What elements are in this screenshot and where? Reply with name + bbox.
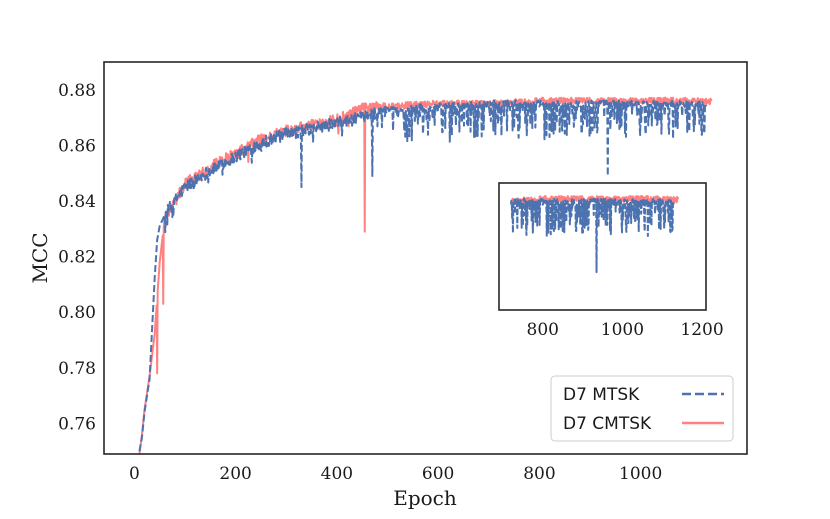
x-tick-label: 400 [321,464,353,484]
y-tick-label: 0.88 [58,81,96,101]
y-tick-label: 0.76 [58,414,96,434]
main-plot-area [138,96,713,454]
series-line-cmtsk [138,96,713,454]
y-tick-label: 0.80 [58,303,96,323]
inset-x-tick-label: 1000 [601,320,644,340]
main-axes-frame [103,61,748,455]
x-tick-label: 600 [422,464,454,484]
x-axis-label: Epoch [393,486,457,510]
inset-x-tick-label: 800 [527,320,559,340]
legend-label-mtsk: D7 MTSK [563,385,640,405]
y-tick-label: 0.82 [58,248,96,268]
x-tick-label: 0 [129,464,140,484]
series-line-mtsk [138,99,708,452]
y-tick-label: 0.84 [58,192,96,212]
y-axis: 0.76 0.78 0.80 0.82 0.84 0.86 0.88 [58,81,96,435]
inset-x-tick-label: 1200 [680,320,723,340]
y-axis-label: MCC [28,232,52,283]
legend-box [550,375,734,442]
inset-x-axis: 800 1000 1200 [527,320,724,340]
legend-label-cmtsk: D7 CMTSK [563,414,652,434]
y-tick-label: 0.78 [58,359,96,379]
inset-series-line-mtsk [509,197,675,274]
x-tick-label: 200 [219,464,251,484]
legend: D7 MTSK D7 CMTSK [550,375,734,442]
x-axis: 0 200 400 600 800 1000 [129,464,662,484]
y-tick-label: 0.86 [58,136,96,156]
inset-plot-area [509,194,680,274]
x-tick-label: 800 [523,464,555,484]
x-tick-label: 1000 [619,464,662,484]
inset-axes-frame [498,182,707,311]
